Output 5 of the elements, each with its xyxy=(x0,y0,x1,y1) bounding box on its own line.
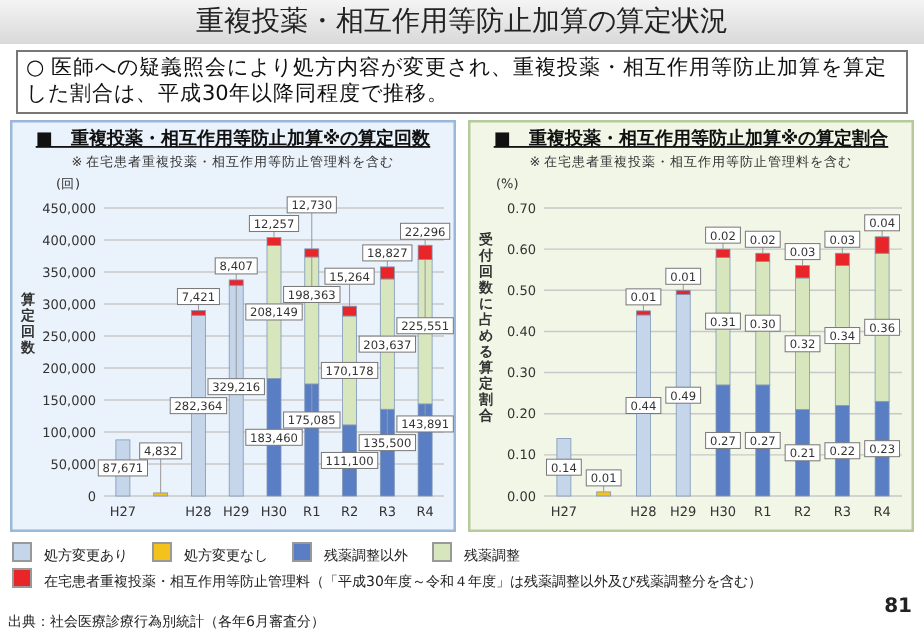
text: 81 xyxy=(884,596,912,618)
chart-title: ■ 重複投薬・相互作用等防止加算※の算定割合 xyxy=(493,128,891,150)
text: 重複投薬・相互作用等防止加算の算定状況 xyxy=(0,0,924,44)
text: ○ 医師への疑義照会により処方内容が変更され、重複投薬・相互作用等防止加算を算定した割合は、平成30年以降同程度で推移。 xyxy=(16,50,908,114)
chart-title: ■ 重複投薬・相互作用等防止加算※の算定回数 xyxy=(35,128,433,150)
